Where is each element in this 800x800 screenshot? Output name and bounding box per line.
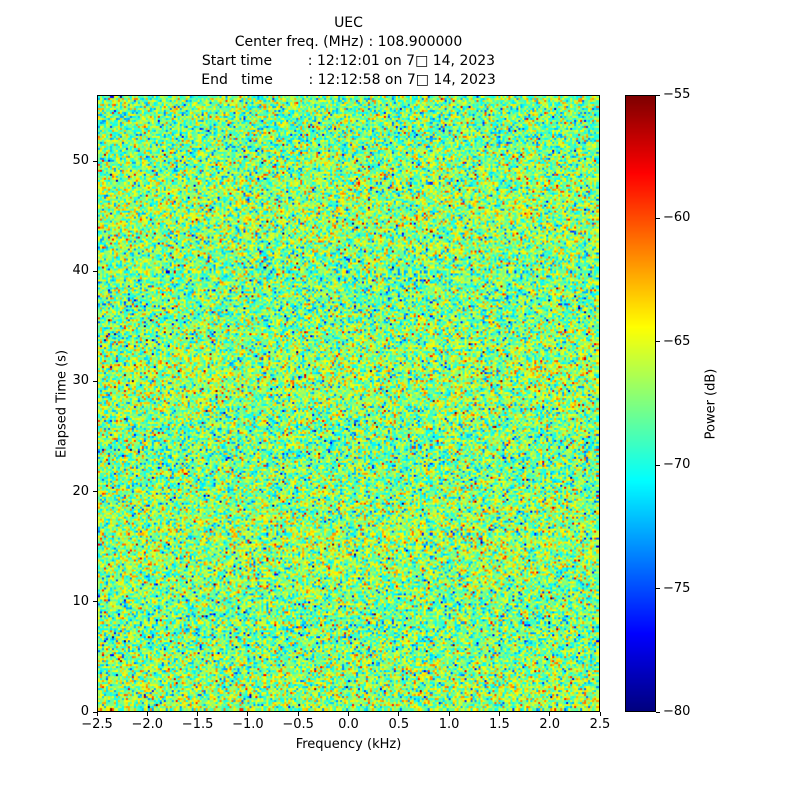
y-tick-label: 30 [72,373,89,389]
x-tick-label: −2.5 [81,717,113,732]
x-tick-mark [96,712,98,716]
y-tick-label: 40 [72,263,89,279]
x-tick-label: −1.5 [181,717,214,732]
y-tick-label: 10 [72,593,89,609]
y-tick-mark [93,491,97,493]
colorbar-tick-mark [656,217,660,219]
colorbar-tick-mark [656,711,660,713]
y-tick-mark [93,711,97,713]
x-tick-mark [146,712,148,716]
x-tick-mark [247,712,249,716]
x-tick-label: 2.5 [589,717,611,732]
heatmap-plot-area [97,95,600,712]
x-tick-label: 1.5 [489,717,510,732]
y-axis-label: Elapsed Time (s) [54,349,70,459]
y-tick-label: 0 [80,704,89,719]
colorbar-tick-label: −80 [663,704,691,719]
spectrogram-heatmap-canvas [98,96,599,711]
x-tick-label: 2.0 [539,717,561,732]
x-tick-label: −2.0 [131,717,164,732]
colorbar-tick-mark [656,94,660,96]
colorbar-tick-label: −55 [663,87,691,102]
x-tick-mark [398,712,400,716]
x-tick-label: −0.5 [282,717,314,732]
x-tick-mark [448,712,450,716]
colorbar-label: Power (dB) [703,368,719,440]
x-tick-mark [297,712,299,716]
x-tick-mark [549,712,551,716]
colorbar-tick-label: −75 [663,580,691,596]
colorbar-tick-label: −60 [663,210,691,226]
x-tick-label: 0.5 [388,717,410,732]
end-time-line: End time : 12:12:58 on 7□ 14, 2023 [201,72,496,88]
colorbar-tick-mark [656,464,660,466]
start-time-line: Start time : 12:12:01 on 7□ 14, 2023 [201,53,496,69]
colorbar-tick-label: −70 [663,457,691,473]
y-tick-mark [93,270,97,272]
x-tick-label: −1.0 [232,717,264,732]
figure-header: UEC Center freq. (MHz) : 108.900000 Star… [97,14,600,90]
y-tick-label: 50 [72,153,89,169]
x-tick-mark [599,712,601,716]
y-tick-mark [93,160,97,162]
y-tick-mark [93,601,97,603]
x-tick-mark [498,712,500,716]
chart-title: UEC [334,15,363,31]
x-tick-mark [348,712,349,716]
center-freq-line: Center freq. (MHz) : 108.900000 [234,34,463,50]
colorbar [625,95,656,712]
colorbar-tick-mark [656,588,660,590]
y-tick-mark [93,380,97,382]
x-tick-label: 0.0 [338,717,359,732]
x-tick-mark [197,712,199,716]
colorbar-tick-mark [656,341,660,343]
colorbar-tick-label: −65 [663,333,691,349]
x-axis-label: Frequency (kHz) [295,737,402,752]
colorbar-gradient-canvas [626,96,655,711]
x-tick-label: 1.0 [438,717,460,732]
y-tick-label: 20 [72,483,89,499]
